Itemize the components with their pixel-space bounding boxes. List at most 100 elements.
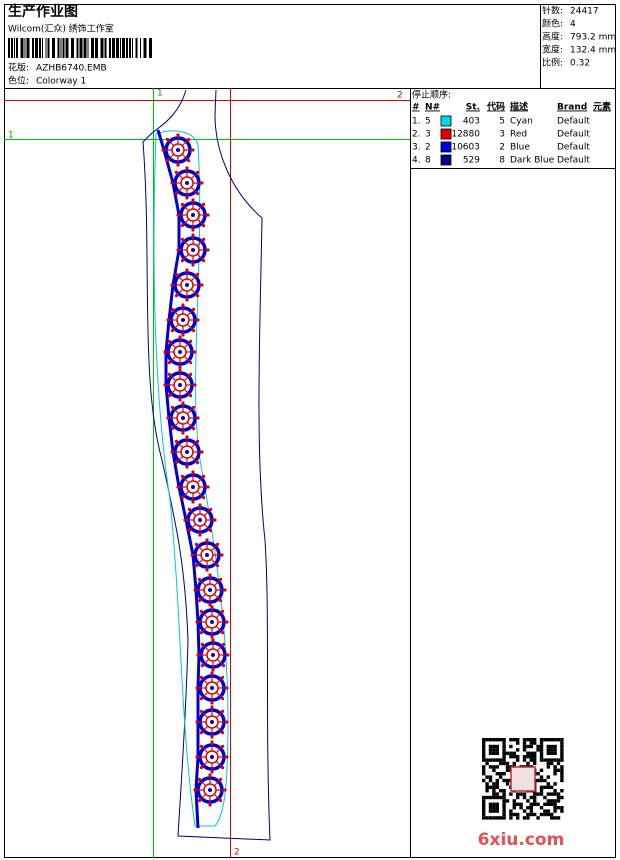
cell-index: 2.: [412, 130, 421, 140]
stat-label: 高度:: [542, 31, 563, 43]
qr-cell: [556, 738, 561, 742]
qr-cell: [560, 758, 564, 762]
stitch-dot: [163, 350, 167, 354]
qr-cell: [560, 738, 564, 742]
cell-description: Dark Blue: [510, 156, 555, 166]
stitch-dot: [205, 568, 209, 572]
stitch-dot: [197, 599, 201, 603]
qr-cell: [495, 751, 499, 755]
stitch-dot: [200, 642, 204, 646]
qr-cell: [488, 802, 493, 806]
qr-cell: [539, 806, 544, 810]
qr-cell: [533, 755, 537, 759]
stitch-dot: [176, 248, 180, 252]
qr-cell: [485, 761, 489, 766]
qr-cell: [499, 775, 503, 779]
qr-cell: [509, 816, 513, 820]
stitch-dot: [221, 675, 225, 679]
stitch-dot: [178, 398, 182, 402]
qr-cell: [550, 744, 554, 749]
qr-cell: [509, 812, 513, 817]
stitch-dot: [178, 365, 182, 369]
stitch-dot: [181, 333, 185, 337]
qr-cell: [546, 751, 550, 755]
barcode-bar: [91, 38, 94, 58]
barcode-bar: [42, 38, 43, 58]
qr-cell: [556, 792, 561, 796]
stitch-dot: [194, 542, 198, 546]
title: 生产作业图: [8, 3, 78, 20]
ring-core: [185, 181, 189, 185]
qr-cell: [553, 768, 557, 772]
stat-label: 宽度:: [542, 44, 563, 56]
qr-cell: [522, 816, 527, 820]
qr-cell: [505, 799, 510, 803]
qr-cell: [556, 816, 561, 820]
stitch-dot: [221, 766, 225, 770]
qr-cell: [482, 809, 486, 813]
stitch-dot: [202, 224, 206, 228]
qr-cell: [539, 755, 544, 759]
barcode-bar: [87, 38, 89, 58]
qr-cell: [495, 802, 499, 806]
qr-cell: [499, 789, 503, 793]
barcode-bar: [109, 38, 111, 58]
stitch-dot: [200, 450, 204, 454]
qr-cell: [505, 761, 510, 766]
watermark: 6xiu.com: [478, 830, 565, 850]
ring-core: [178, 383, 182, 387]
cell-code: 8: [499, 156, 505, 166]
barcode: [8, 38, 152, 58]
qr-cell: [482, 755, 486, 759]
qr-cell: [505, 768, 510, 772]
qr-cell: [488, 738, 493, 742]
qr-cell: [502, 761, 506, 766]
barcode-bar: [8, 38, 10, 58]
barcode-bar: [32, 38, 34, 58]
qr-cell: [502, 751, 506, 755]
stitch-dot: [208, 773, 212, 777]
cell-needle: 5: [425, 117, 431, 127]
stitch-dot: [193, 788, 197, 792]
qr-cell: [488, 816, 493, 820]
qr-cell: [485, 738, 489, 742]
qr-cell: [492, 802, 496, 806]
stitch-dot: [170, 427, 174, 431]
qr-cell: [553, 738, 557, 742]
stitch-dot: [170, 450, 174, 454]
stitch-dot: [174, 461, 178, 465]
barcode-bar: [24, 38, 26, 58]
qr-cell: [492, 738, 496, 742]
qr-cell: [560, 744, 564, 749]
qr-cell: [485, 782, 489, 786]
qr-cell: [529, 758, 533, 762]
qr-cell: [502, 795, 506, 800]
ring-core: [178, 350, 182, 354]
stitch-dot: [223, 588, 227, 592]
qr-cell: [560, 789, 564, 793]
qr-cell: [529, 806, 533, 810]
stitch-dot: [167, 372, 171, 376]
stitch-dot: [202, 496, 206, 500]
barcode-bar: [60, 38, 62, 58]
stitch-dot: [165, 137, 169, 141]
qr-cell: [556, 758, 561, 762]
stitch-dot: [174, 170, 178, 174]
cell-needle: 2: [425, 143, 431, 153]
stitch-dot: [192, 427, 196, 431]
qr-cell: [522, 809, 527, 813]
qr-cell: [512, 755, 516, 759]
qr-cell: [512, 751, 516, 755]
stitch-dot: [196, 318, 200, 322]
qr-cell: [482, 765, 486, 769]
stitch-dot: [178, 368, 182, 372]
qr-cell: [522, 792, 527, 796]
stitch-dot: [209, 529, 213, 533]
stitch-dot: [206, 213, 210, 217]
qr-cell: [546, 785, 550, 789]
stitch-dot: [189, 394, 193, 398]
qr-cell: [533, 795, 537, 800]
qr-cell: [495, 795, 499, 800]
stitch-dot: [198, 533, 202, 537]
qr-cell: [543, 809, 547, 813]
